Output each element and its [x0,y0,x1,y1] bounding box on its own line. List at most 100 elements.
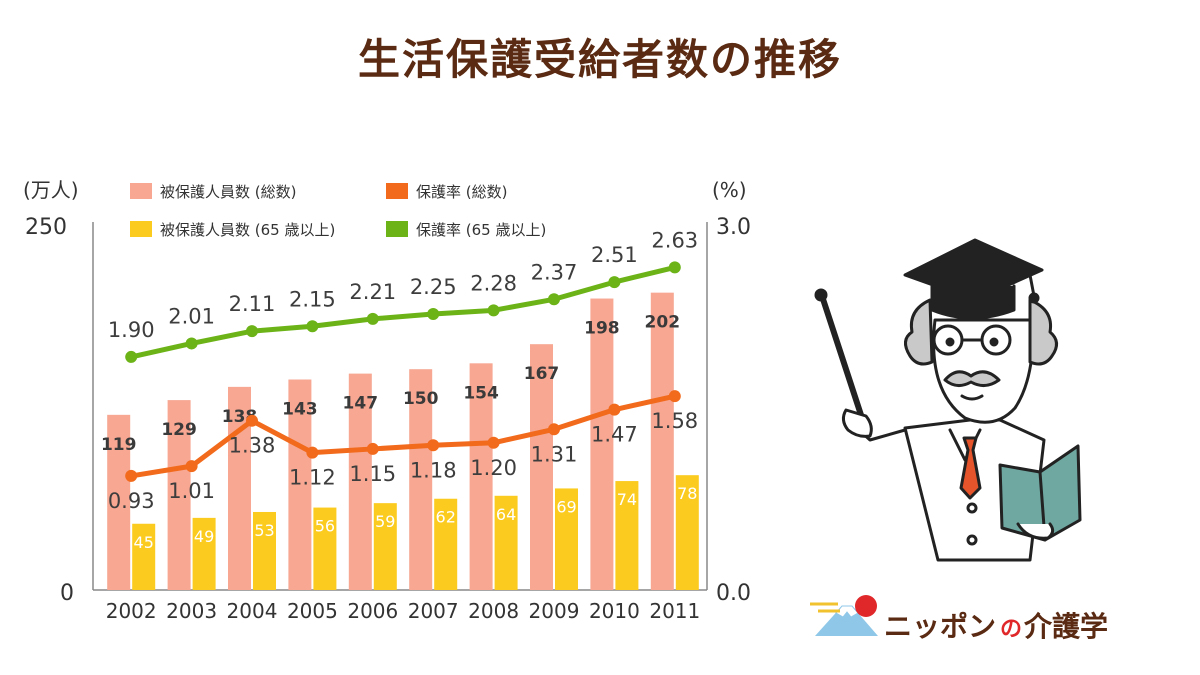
data-label-rate-total: 1.15 [349,462,396,486]
point-rate-senior [427,308,440,320]
point-rate-senior [548,293,560,306]
tassel-end [1028,292,1040,304]
data-label-total-persons: 129 [161,420,197,440]
mount-fuji-snowcap [835,605,859,618]
line-rate-senior [130,264,676,360]
right-eye [989,337,999,347]
data-label-rate-total: 1.20 [470,456,517,480]
bar-senior-persons [494,495,518,590]
bar-senior-persons [373,503,397,590]
data-label-rate-total: 1.01 [168,479,215,503]
data-label-rate-total: 0.93 [108,489,155,513]
point-rate-total [608,403,621,416]
page-title: 生活保護受給者数の推移 [357,35,842,84]
x-tick-label: 2007 [408,599,459,623]
legend-swatch-rate-total [386,183,408,199]
data-label-rate-total: 1.47 [591,423,638,447]
point-rate-senior [366,312,379,325]
bar-senior-persons [313,507,337,590]
left-eye [945,337,955,347]
bar-senior-persons [675,475,699,590]
point-rate-senior [487,304,500,317]
x-tick-label: 2005 [287,599,338,623]
data-label-rate-senior: 2.63 [651,228,698,252]
data-label-senior-persons: 64 [496,505,516,524]
legend-label-total-persons: 被保護人員数 (総数) [160,183,296,201]
data-label-senior-persons: 74 [617,490,637,509]
point-rate-total [306,446,319,459]
x-tick-label: 2010 [589,599,640,623]
point-rate-total [366,442,379,455]
bar-senior-persons [434,498,458,590]
coat-button [966,534,978,546]
data-label-rate-total: 1.31 [531,442,578,466]
bar-senior-persons [615,481,639,590]
coat-button [966,502,978,514]
bar-total-persons [409,369,433,590]
data-label-rate-total: 1.18 [410,458,457,482]
x-tick-label: 2011 [649,599,700,623]
legend-label-rate-total: 保護率 (総数) [416,183,507,201]
data-label-rate-senior: 2.21 [349,280,396,304]
data-label-rate-total: 1.58 [651,409,698,433]
plot-area: 1194520021294920031385320041435620051475… [101,228,700,623]
pointer-stick [819,293,865,421]
x-tick-label: 2009 [529,599,580,623]
right-tick-bottom: 0.0 [716,581,751,606]
legend-label-rate-senior: 保護率 (65 歳以上) [416,221,546,239]
raised-hand [841,408,873,438]
bar-total-persons [530,344,553,590]
data-label-senior-persons: 49 [194,527,214,546]
bar-total-persons [469,363,493,590]
bar-senior-persons [555,488,578,590]
brand-name-part2: 介護学 [1023,610,1108,643]
data-label-total-persons: 167 [524,364,560,384]
hair-left [904,298,934,366]
legend-swatch-total-persons [130,183,152,199]
point-rate-senior [608,276,621,289]
brand-name-part1: ニッポン [884,610,996,643]
data-label-rate-total: 1.12 [289,466,336,490]
bar-senior-persons [192,517,216,590]
data-label-total-persons: 202 [645,313,681,333]
book-hand [1016,522,1055,540]
data-label-rate-senior: 1.90 [108,318,155,342]
data-label-rate-senior: 2.11 [229,292,276,316]
bar-total-persons [167,400,191,590]
point-rate-total [548,423,560,436]
data-label-senior-persons: 59 [375,512,395,531]
professor-illustration [814,238,1082,562]
point-rate-senior [125,350,138,363]
data-label-senior-persons: 62 [436,508,456,527]
data-label-rate-senior: 2.28 [470,271,517,295]
right-tick-top: 3.0 [716,215,751,240]
legend-swatch-senior-persons [130,221,152,237]
mouth [960,394,984,401]
data-label-rate-senior: 2.37 [531,260,578,284]
mustache [943,370,1001,387]
point-rate-senior [668,261,681,274]
x-tick-label: 2004 [227,599,278,623]
bar-total-persons [348,373,372,590]
left-axis-unit: (万人) [23,178,79,202]
rising-sun-icon [855,595,877,617]
data-label-rate-senior: 2.51 [591,243,638,267]
point-rate-total [427,439,440,452]
bar-senior-persons [253,511,276,590]
x-tick-label: 2008 [468,599,519,623]
bar-senior-persons [132,523,156,590]
data-label-senior-persons: 45 [134,533,154,552]
point-rate-total [185,460,198,473]
data-label-senior-persons: 78 [677,484,697,503]
left-tick-top: 250 [25,215,67,240]
data-label-total-persons: 143 [282,400,318,420]
legend: 被保護人員数 (総数) 保護率 (総数) 被保護人員数 (65 歳以上) 保護率… [130,183,546,239]
data-label-total-persons: 147 [343,394,379,414]
data-label-senior-persons: 53 [254,521,274,540]
point-rate-total [246,414,258,427]
bar-total-persons [288,379,312,590]
x-tick-label: 2002 [106,599,157,623]
x-tick-label: 2006 [347,599,398,623]
data-label-senior-persons: 69 [556,497,576,516]
